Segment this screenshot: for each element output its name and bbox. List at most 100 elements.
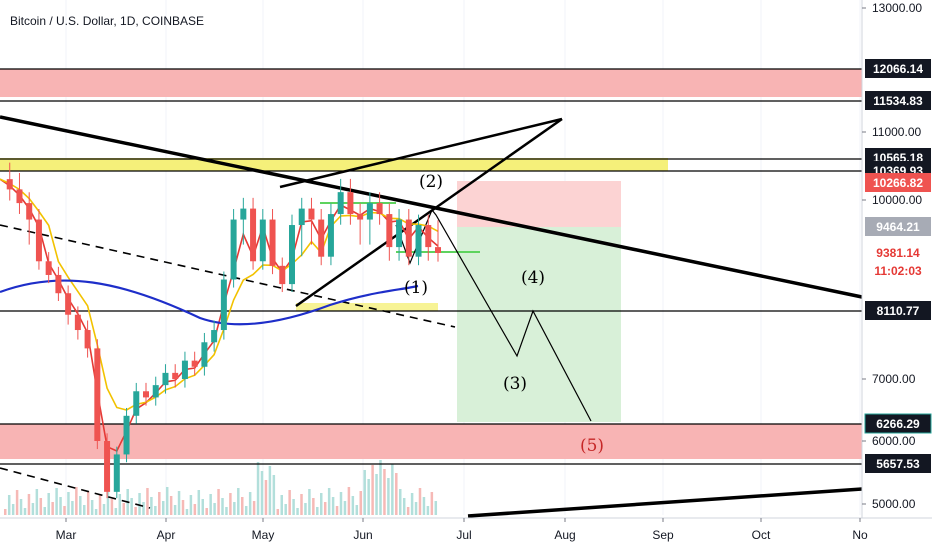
volume-bar <box>296 508 299 515</box>
ascending-trendline <box>467 487 863 518</box>
volume-bar <box>387 478 390 515</box>
target-zone <box>457 227 621 422</box>
candle-body <box>376 203 383 215</box>
candle-body <box>211 330 218 343</box>
wave-projection-path <box>395 208 592 422</box>
volume-bar <box>75 487 78 515</box>
volume-bar <box>79 496 82 515</box>
volume-bar <box>94 509 98 515</box>
price-level-label: 11:02:03 <box>874 264 922 278</box>
price-tick-label: 6000.00 <box>872 434 916 448</box>
volume-bar <box>256 462 260 515</box>
volume-bar <box>39 498 43 515</box>
time-tick-label: Apr <box>157 528 176 542</box>
volume-bar <box>51 502 54 515</box>
volume-bar <box>399 489 402 515</box>
volume-bar <box>7 495 11 515</box>
candle-body <box>201 342 208 367</box>
volume-bar <box>154 506 157 515</box>
candle-body <box>84 330 91 349</box>
volume-bar <box>19 499 23 515</box>
volume-bars <box>4 460 438 515</box>
symbol-title[interactable]: Bitcoin / U.S. Dollar, 1D, COINBASE <box>10 14 205 28</box>
candle-body <box>143 391 149 398</box>
volume-bar <box>134 507 137 515</box>
volume-bar <box>217 489 220 515</box>
volume-bar <box>173 505 177 515</box>
ema-yellow-line <box>0 178 439 411</box>
rising-wedge-line <box>295 117 563 308</box>
volume-bar <box>130 498 133 515</box>
volume-bar <box>86 491 90 515</box>
candle-body <box>26 203 33 220</box>
volume-bar <box>426 506 430 515</box>
price-level-tag <box>865 91 931 110</box>
volume-bar <box>118 494 122 515</box>
volume-bar <box>241 497 244 515</box>
volume-bar <box>110 499 114 515</box>
volume-bar <box>23 508 27 515</box>
candle-body <box>113 454 120 492</box>
price-tick-label: 11000.00 <box>872 125 921 139</box>
price-axis[interactable]: 13000.00 11000.00 10000.00 7000.00 6000.00 50… <box>861 0 932 518</box>
volume-bar <box>27 494 31 515</box>
candle-body <box>240 208 247 220</box>
price-level-label: 8110.77 <box>877 304 920 318</box>
volume-bar <box>83 505 86 515</box>
volume-bar <box>300 494 303 515</box>
price-tick-label: 5000.00 <box>872 497 916 511</box>
candle-body <box>289 225 295 285</box>
time-axis[interactable]: Mar Apr May Jun Jul Aug Sep Oct No <box>0 517 932 550</box>
volume-bar <box>4 509 7 515</box>
volume-bar <box>292 499 295 515</box>
candle-body <box>45 261 52 275</box>
volume-bar <box>418 488 422 515</box>
volume-bar <box>181 500 185 515</box>
volume-bar <box>197 490 201 515</box>
time-tick-label: No <box>852 528 868 542</box>
wave-labels: (1) (2) (3) (4) (5) <box>404 172 604 456</box>
volume-bar <box>343 501 347 515</box>
volume-bar <box>414 502 418 515</box>
time-tick-label: Mar <box>56 528 77 542</box>
volume-bar <box>177 491 181 515</box>
volume-bar <box>158 492 161 515</box>
volume-bar <box>114 508 118 515</box>
volume-bar <box>422 497 426 515</box>
price-level-label: 10266.82 <box>873 176 923 190</box>
price-level-tag <box>865 301 931 320</box>
moving-averages <box>0 178 439 453</box>
drawing-lines[interactable] <box>0 68 863 518</box>
time-tick-label: May <box>252 528 275 542</box>
volume-bar <box>165 487 169 515</box>
volume-bar <box>106 490 110 515</box>
volume-bar <box>237 488 240 515</box>
volume-bar <box>410 493 414 515</box>
volume-bar <box>264 480 268 515</box>
volume-bar <box>402 498 406 515</box>
volume-bar <box>371 465 374 515</box>
candle-body <box>347 192 354 215</box>
time-axis-bg <box>0 518 932 550</box>
volume-bar <box>304 503 307 515</box>
volume-bar <box>260 471 264 515</box>
volume-bar <box>383 469 386 515</box>
volume-bar <box>347 487 351 515</box>
volume-bar <box>351 496 355 515</box>
volume-bar <box>248 492 252 515</box>
volume-bar <box>193 504 197 515</box>
resistance-zone <box>0 69 862 97</box>
volume-bar <box>272 475 276 515</box>
volume-bar <box>189 495 193 515</box>
volume-bar <box>150 497 153 515</box>
price-level-label: 11534.83 <box>873 94 923 108</box>
descending-trendline <box>0 115 863 299</box>
support-zone <box>0 424 862 459</box>
candle-body <box>269 219 276 266</box>
candle-body <box>230 219 237 280</box>
price-tick-label: 10000.00 <box>872 193 922 207</box>
volume-bar <box>35 489 39 515</box>
price-level-label: 9381.14 <box>876 246 920 260</box>
